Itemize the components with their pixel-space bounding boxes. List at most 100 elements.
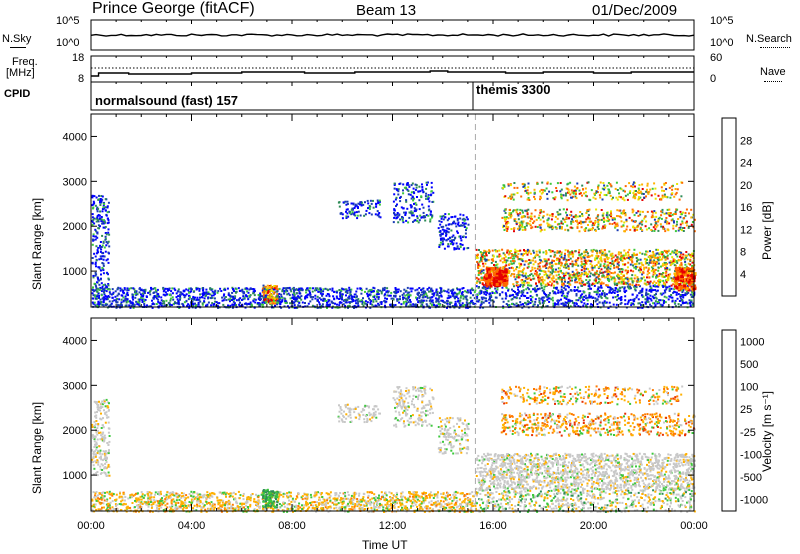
echo-cell	[586, 268, 589, 271]
echo-cell	[392, 304, 395, 307]
echo-cell	[177, 302, 180, 305]
echo-cell	[576, 219, 578, 222]
echo-cell	[411, 287, 414, 290]
echo-cell	[104, 286, 107, 289]
echo-cell	[661, 208, 664, 211]
echo-cell	[458, 306, 461, 309]
echo-cell	[102, 299, 105, 302]
echo-cell	[506, 304, 509, 307]
echo-cell	[552, 226, 554, 229]
echo-cell	[462, 217, 465, 220]
echo-cell	[425, 293, 428, 296]
echo-cell	[452, 239, 455, 242]
echo-cell	[450, 216, 453, 219]
echo-cell	[651, 251, 654, 254]
echo-cell	[494, 260, 497, 263]
echo-cell	[292, 292, 295, 295]
echo-cell	[428, 290, 430, 293]
echo-cell	[347, 215, 350, 218]
echo-cell	[517, 276, 520, 279]
echo-cell	[336, 306, 339, 309]
echo-cell	[565, 258, 568, 261]
echo-cell	[480, 268, 483, 271]
echo-cell	[571, 260, 574, 263]
echo-cell	[509, 216, 512, 219]
echo-cell	[168, 287, 171, 290]
echo-cell	[601, 227, 604, 230]
echo-cell	[406, 295, 409, 298]
echo-cell	[293, 290, 296, 293]
echo-cell	[654, 260, 657, 263]
echo-cell	[651, 256, 653, 259]
echo-cell	[574, 263, 577, 266]
echo-cell	[319, 292, 322, 295]
echo-cell	[622, 224, 625, 227]
echo-cell	[421, 186, 424, 188]
echo-cell	[679, 255, 681, 258]
echo-cell	[542, 210, 545, 213]
echo-cell	[402, 292, 405, 295]
echo-cell	[494, 264, 497, 267]
echo-cell	[492, 258, 494, 261]
echo-cell	[108, 296, 111, 299]
echo-cell	[641, 219, 644, 222]
echo-cell	[190, 290, 192, 293]
echo-cell	[284, 290, 287, 293]
echo-cell	[537, 262, 540, 265]
echo-cell	[670, 251, 673, 254]
cpid-mode-2-label: themis 3300	[476, 82, 551, 97]
echo-cell	[536, 226, 539, 228]
echo-cell	[588, 228, 591, 231]
echo-cell	[620, 225, 623, 228]
echo-cell	[410, 206, 413, 209]
echo-cell	[612, 261, 615, 264]
echo-cell	[540, 188, 543, 191]
echo-cell	[551, 272, 553, 275]
echo-cell	[411, 305, 414, 308]
echo-cell	[213, 293, 216, 296]
echo-cell	[556, 211, 559, 214]
echo-cell	[597, 184, 600, 187]
echo-cell	[601, 252, 604, 255]
echo-cell	[273, 297, 276, 299]
echo-cell	[353, 293, 356, 296]
echo-cell	[619, 276, 622, 279]
echo-cell	[495, 250, 497, 253]
echo-cell	[688, 212, 690, 215]
echo-cell	[175, 292, 178, 295]
echo-cell	[462, 287, 465, 289]
echo-cell	[684, 212, 687, 214]
echo-cell	[577, 257, 580, 260]
echo-cell	[481, 277, 484, 279]
echo-cell	[679, 226, 682, 229]
echo-cell	[646, 293, 649, 296]
echo-cell	[101, 222, 104, 225]
echo-cell	[654, 187, 657, 190]
echo-cell	[677, 218, 680, 220]
echo-cell	[348, 301, 351, 304]
echo-cell	[92, 235, 95, 238]
echo-cell	[557, 213, 560, 216]
echo-cell	[102, 272, 105, 275]
echo-cell	[467, 223, 470, 226]
echo-cell	[542, 215, 545, 217]
echo-cell	[94, 204, 97, 207]
echo-cell	[633, 254, 636, 257]
echo-cell	[98, 194, 100, 197]
echo-cell	[329, 303, 331, 306]
echo-cell	[418, 208, 421, 211]
echo-cell	[458, 235, 461, 238]
echo-cell	[533, 287, 536, 290]
echo-cell	[634, 289, 637, 292]
echo-cell	[416, 298, 419, 301]
echo-cell	[545, 250, 548, 253]
echo-cell	[668, 222, 671, 225]
echo-cell	[399, 218, 402, 221]
echo-cell	[432, 191, 435, 194]
echo-cell	[453, 295, 456, 298]
echo-cell	[188, 291, 190, 294]
echo-cell	[691, 254, 694, 257]
echo-cell	[578, 215, 581, 218]
echo-cell	[616, 294, 619, 296]
echo-cell	[652, 289, 655, 292]
